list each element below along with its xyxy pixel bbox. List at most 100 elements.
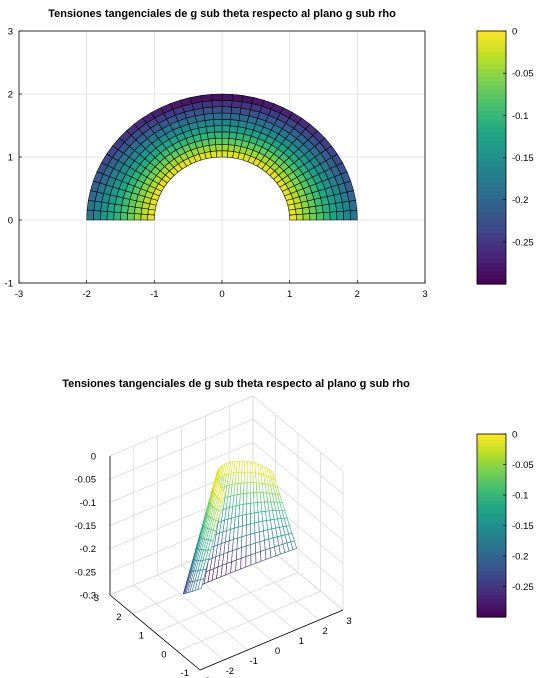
chart-bottom-title: Tensiones tangenciales de g sub theta re… <box>62 378 410 390</box>
y-axis-line <box>109 594 201 671</box>
mesh-cell <box>86 209 95 221</box>
colorbar-segment <box>477 525 506 530</box>
colorbar-segment <box>477 613 506 618</box>
mesh-cell <box>140 207 149 215</box>
colorbar-segment <box>477 115 506 121</box>
colorbar-segment <box>477 136 506 142</box>
mesh-face <box>250 542 256 556</box>
chart-top-x-ticks: -3 -2 -1 0 1 2 3 <box>15 280 428 300</box>
mesh-face <box>197 578 205 591</box>
mesh-cell <box>113 203 123 213</box>
colorbar-segment <box>477 440 506 444</box>
colorbar-segment <box>477 437 506 441</box>
colorbar-segment <box>477 501 506 505</box>
chart-top-y-ticks: -1 0 1 2 3 <box>5 27 22 290</box>
z-tick-label: -0.05 <box>74 475 96 486</box>
colorbar-segment <box>477 94 506 100</box>
y-tick-label: 0 <box>161 649 166 660</box>
colorbar-segment <box>477 507 506 511</box>
mesh-face <box>250 532 256 545</box>
colorbar-segment <box>477 574 506 578</box>
colorbar-segment <box>477 556 506 560</box>
colorbar-segment <box>477 271 506 277</box>
mesh-cell <box>221 150 229 158</box>
colorbar-segment <box>477 90 506 95</box>
mesh-cell <box>295 213 304 221</box>
x-tick-label: -2 <box>82 289 90 300</box>
chart-top-colorbar: 0 -0.05 -0.1 -0.15 -0.2 -0.25 <box>476 27 534 285</box>
chart-top-title: Tensiones tangenciales de g sub theta re… <box>48 8 396 20</box>
z-tick-label: -0.25 <box>74 567 96 578</box>
colorbar-segment <box>477 199 506 205</box>
mesh-face <box>250 512 255 525</box>
x-tick-label: -1 <box>249 656 257 667</box>
mesh-cell <box>221 131 230 139</box>
mesh-face <box>245 533 252 547</box>
colorbar-segment <box>477 178 506 184</box>
colorbar-segment <box>477 132 506 138</box>
colorbar-segment <box>477 504 506 508</box>
mesh-cell <box>211 100 223 108</box>
colorbar-segment <box>477 127 506 133</box>
chart-bottom-ticks: -3 -2 -1 0 1 2 3 -1 0 1 2 3 0 -0.05 -0.1 -0.15 -0.2 -0.25… <box>74 452 351 678</box>
colorbar-segment <box>477 187 506 192</box>
mesh-face <box>241 535 247 548</box>
colorbar-tick-label: -0.05 <box>512 460 534 471</box>
mesh-face <box>245 544 252 557</box>
colorbar-segment <box>477 191 506 197</box>
colorbar-segment <box>477 485 506 490</box>
z-tick-label: -0.2 <box>80 544 96 555</box>
colorbar-segment <box>477 174 506 180</box>
y-tick-label: 2 <box>8 90 13 101</box>
colorbar-segment <box>477 220 506 226</box>
x-tick-label: 3 <box>422 289 427 300</box>
colorbar-segment <box>477 549 506 554</box>
colorbar-segment <box>477 528 506 533</box>
mesh-cell <box>126 212 135 221</box>
colorbar-segment <box>477 39 506 45</box>
mesh-cell <box>228 131 238 140</box>
mesh-cell <box>309 212 318 221</box>
mesh-cell <box>302 213 311 221</box>
colorbar-segment <box>477 208 506 213</box>
colorbar-segment <box>477 140 506 146</box>
colorbar-tick-label: -0.2 <box>512 195 528 206</box>
x-tick-label: 1 <box>287 289 292 300</box>
x-tick-label: 2 <box>355 289 360 300</box>
colorbar-segment <box>477 510 506 514</box>
mesh-cell <box>329 211 338 221</box>
mesh-cell <box>316 212 324 221</box>
colorbar-tick-label: -0.1 <box>512 111 528 122</box>
x-tick-label: -3 <box>202 676 210 678</box>
mesh-cell <box>204 119 215 127</box>
colorbar-segment <box>477 571 506 575</box>
colorbar-segment <box>477 589 506 594</box>
y-tick-label: 1 <box>139 631 144 642</box>
colorbar-segment <box>477 170 506 175</box>
colorbar-segment <box>477 203 506 209</box>
colorbar-segment <box>477 586 506 591</box>
colorbar-segment <box>477 610 506 615</box>
mesh-cell <box>213 125 223 133</box>
colorbar-segment <box>477 562 506 566</box>
colorbar-segment <box>477 212 506 218</box>
mesh-cell <box>93 210 101 221</box>
z-tick-label: -0.3 <box>80 591 96 602</box>
y-tick-label: 0 <box>8 216 13 227</box>
colorbar-segment <box>477 470 506 475</box>
colorbar-tick-label: -0.1 <box>512 491 528 502</box>
colorbar-segment <box>477 60 506 66</box>
colorbar-segment <box>477 446 506 450</box>
chart-bottom: Tensiones tangenciales de g sub theta re… <box>62 378 533 678</box>
colorbar-segment <box>477 498 506 502</box>
mesh-cell <box>221 125 231 133</box>
mesh-cell <box>106 211 115 221</box>
colorbar-tick-label: -0.05 <box>512 69 534 80</box>
mesh-cell <box>308 205 317 214</box>
mesh-cell <box>215 150 223 158</box>
mesh-cell <box>86 199 96 211</box>
colorbar-segment <box>477 102 506 108</box>
colorbar-segment <box>477 85 506 91</box>
mesh-cell <box>227 144 236 152</box>
colorbar-segment <box>477 250 506 256</box>
